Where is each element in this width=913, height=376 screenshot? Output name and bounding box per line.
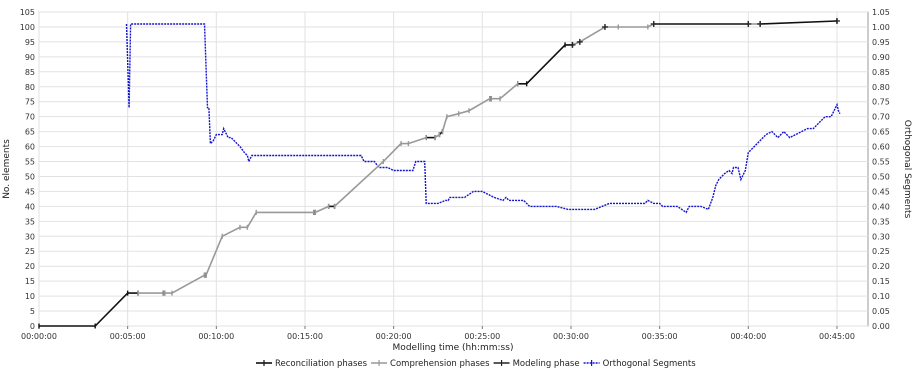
y2-tick-label: 0.55 [872, 158, 890, 167]
x-tick-label: 00:40:00 [730, 332, 766, 341]
comprehension-phases-line [205, 211, 314, 276]
y-tick-label: 30 [25, 232, 35, 241]
y2-tick-label: 0.85 [872, 68, 890, 77]
y2-tick-label: 0.80 [872, 83, 890, 92]
y-tick-label: 15 [25, 277, 35, 286]
y-tick-label: 60 [25, 143, 35, 152]
y2-tick-label: 0.15 [872, 277, 890, 286]
y-tick-label: 105 [20, 8, 35, 17]
y2-tick-label: 0.75 [872, 98, 890, 107]
y2-tick-label: 0.95 [872, 38, 890, 47]
y-tick-label: 65 [25, 128, 35, 137]
x-axis-title: Modelling time (hh:mm:ss) [393, 343, 514, 353]
x-tick-label: 00:00:00 [21, 332, 57, 341]
y2-tick-label: 0.50 [872, 172, 890, 181]
y2-tick-label: 0.30 [872, 232, 890, 241]
y2-tick-label: 0.45 [872, 187, 890, 196]
y2-tick-label: 1.00 [872, 23, 890, 32]
y2-tick-label: 0.20 [872, 262, 890, 271]
y-tick-label: 45 [25, 187, 35, 196]
series-layer [38, 17, 841, 329]
left-axis-ticks: 0 5 10 15 20 25 30 35 40 45 50 55 60 65 70 75 80 85 90 95 10… [20, 8, 35, 331]
y-tick-label: 85 [25, 68, 35, 77]
x-axis-ticks: 00:00:00 00:05:00 00:10:00 00:15:00 00:20:00… [21, 326, 855, 341]
y2-tick-label: 0.10 [872, 292, 890, 301]
comprehension-phases-line [314, 205, 329, 214]
legend-item-reconciliation-phases: Reconciliation phases [256, 359, 368, 369]
y-tick-label: 35 [25, 217, 35, 226]
legend-item-orthogonal-segments: Orthogonal Segments [583, 359, 697, 369]
y-tick-label: 100 [20, 23, 35, 32]
y2-tick-label: 0.05 [872, 307, 890, 316]
grid [38, 11, 868, 327]
x-tick-label: 00:35:00 [642, 332, 678, 341]
y-tick-label: 10 [25, 292, 35, 301]
y-axis-title: No. elements [2, 139, 12, 199]
orthogonal-segments-line [125, 23, 841, 214]
y2-tick-label: 1.05 [872, 8, 890, 17]
y-tick-label: 20 [25, 262, 35, 271]
y2-tick-label: 0.25 [872, 247, 890, 256]
y2-tick-label: 0.40 [872, 202, 890, 211]
reconciliation-phases-line [517, 44, 573, 85]
legend-item-modeling-phase: Modeling phase [493, 359, 580, 369]
y-tick-label: 80 [25, 83, 35, 92]
legend-label: Reconciliation phases [275, 359, 368, 369]
reconciliation-phases-series [38, 18, 838, 329]
reconciliation-phases-line [39, 292, 138, 327]
y-tick-label: 55 [25, 158, 35, 167]
y-tick-label: 90 [25, 53, 35, 62]
y2-tick-label: 0.60 [872, 143, 890, 152]
y2-tick-label: 0.90 [872, 53, 890, 62]
y-tick-label: 50 [25, 172, 35, 181]
y-tick-label: 75 [25, 98, 35, 107]
legend: Reconciliation phases Comprehension phase… [256, 359, 696, 369]
modeling-phase-series [569, 17, 840, 48]
y-tick-label: 25 [25, 247, 35, 256]
orthogonal-segments-series [125, 23, 841, 214]
legend-label: Modeling phase [513, 359, 580, 369]
y2-axis-title: Orthogonal Segments [902, 120, 912, 219]
legend-label: Comprehension phases [390, 359, 490, 369]
x-tick-label: 00:20:00 [376, 332, 412, 341]
legend-item-comprehension-phases: Comprehension phases [371, 359, 490, 369]
y-tick-label: 70 [25, 113, 35, 122]
comprehension-phases-line [434, 133, 440, 139]
legend-label: Orthogonal Segments [603, 359, 697, 369]
y2-tick-label: 0.35 [872, 217, 890, 226]
y-tick-label: 5 [30, 307, 35, 316]
x-tick-label: 00:15:00 [287, 332, 323, 341]
x-tick-label: 00:10:00 [198, 332, 234, 341]
y2-tick-label: 0.70 [872, 113, 890, 122]
y-tick-label: 0 [30, 322, 35, 331]
x-tick-label: 00:25:00 [464, 332, 500, 341]
y-tick-label: 40 [25, 202, 35, 211]
x-tick-label: 00:05:00 [110, 332, 146, 341]
reconciliation-phases-line [760, 20, 838, 25]
x-tick-label: 00:30:00 [553, 332, 589, 341]
y-tick-label: 95 [25, 38, 35, 47]
x-tick-label: 00:45:00 [819, 332, 855, 341]
plot-area [38, 11, 869, 327]
right-axis-ticks: 0.00 0.05 0.10 0.15 0.20 0.25 0.30 0.35 0.40 0.45… [872, 8, 890, 331]
y2-tick-label: 0.00 [872, 322, 890, 331]
y2-tick-label: 0.65 [872, 128, 890, 137]
